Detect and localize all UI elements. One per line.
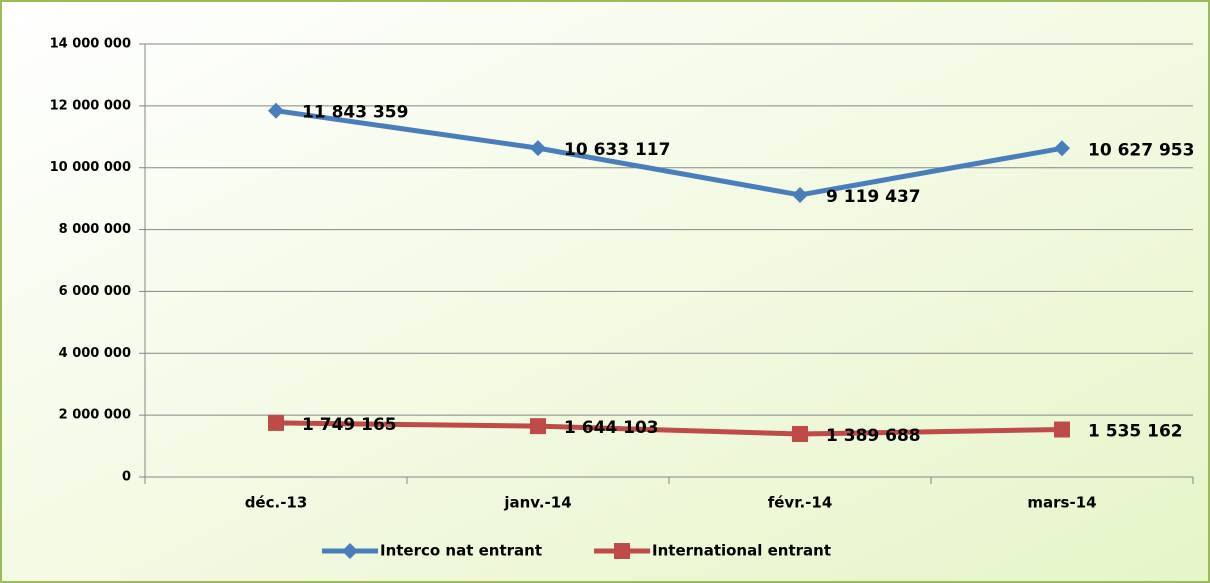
y-tick-label: 8 000 000 <box>59 222 131 237</box>
y-tick-label: 14 000 000 <box>50 37 131 52</box>
data-point <box>268 102 284 119</box>
data-point <box>530 418 546 435</box>
data-label: 11 843 359 <box>302 103 408 123</box>
legend-label: Interco nat entrant <box>380 542 542 560</box>
series-line <box>275 420 1063 437</box>
data-point <box>268 414 284 431</box>
x-tick-label: déc.-13 <box>245 494 308 512</box>
data-label: 1 535 162 <box>1088 422 1183 442</box>
series-line <box>275 108 1063 198</box>
data-label: 9 119 437 <box>826 187 921 207</box>
data-point <box>1054 421 1070 438</box>
data-label: 10 633 117 <box>564 140 670 160</box>
data-point <box>792 186 808 203</box>
legend-marker <box>342 543 358 559</box>
plot: 0 2 000 000 4 000 000 6 000 000 8 000 000 10 … <box>50 37 1195 560</box>
y-tick-label: 10 000 000 <box>50 160 131 175</box>
y-tick-label: 0 <box>122 470 131 485</box>
legend-label: International entrant <box>652 542 831 560</box>
y-tick-label: 12 000 000 <box>50 98 131 113</box>
data-point <box>530 140 546 157</box>
data-point <box>1054 140 1070 157</box>
x-tick-label: janv.-14 <box>503 494 571 512</box>
data-label: 1 749 165 <box>302 415 397 435</box>
data-point <box>792 426 808 443</box>
y-tick-label: 2 000 000 <box>59 408 131 423</box>
data-label: 1 389 688 <box>826 426 921 446</box>
data-label: 1 644 103 <box>564 418 659 438</box>
x-tick-label: févr.-14 <box>768 494 833 512</box>
data-label: 10 627 953 <box>1088 140 1194 160</box>
y-tick-label: 6 000 000 <box>59 284 131 299</box>
legend-marker <box>614 543 631 559</box>
y-tick-label: 4 000 000 <box>59 346 131 361</box>
x-tick-label: mars-14 <box>1027 494 1096 512</box>
